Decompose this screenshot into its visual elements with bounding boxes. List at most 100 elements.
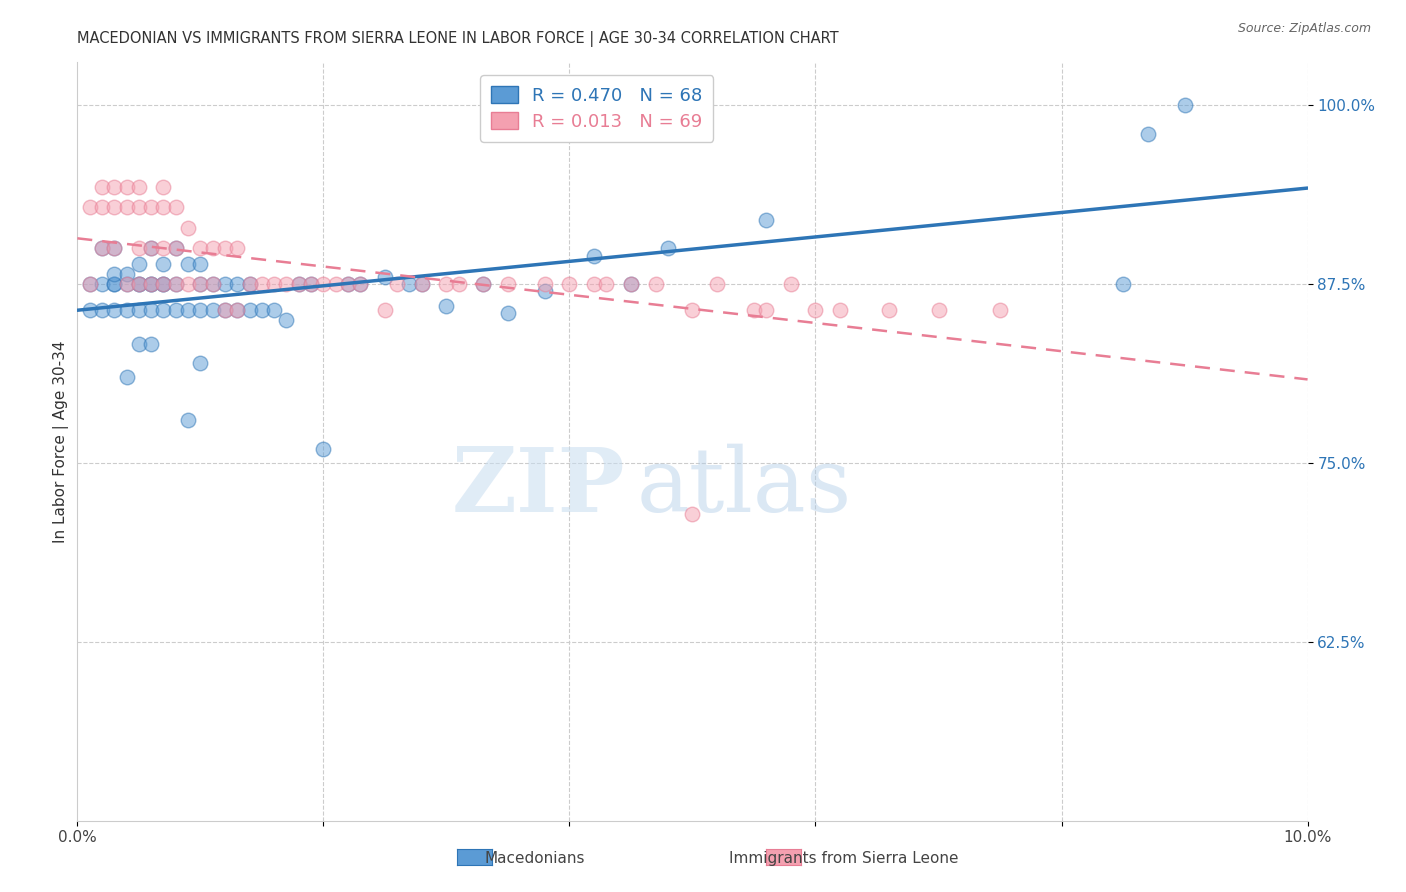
Point bbox=[201, 277, 224, 292]
Point bbox=[349, 277, 371, 292]
Text: MACEDONIAN VS IMMIGRANTS FROM SIERRA LEONE IN LABOR FORCE | AGE 30-34 CORRELATIO: MACEDONIAN VS IMMIGRANTS FROM SIERRA LEO… bbox=[77, 31, 839, 47]
Point bbox=[165, 241, 187, 255]
Point bbox=[337, 277, 360, 292]
Point bbox=[534, 285, 557, 299]
Point bbox=[152, 277, 174, 292]
Point bbox=[496, 306, 519, 320]
Point bbox=[201, 241, 224, 255]
Point bbox=[742, 302, 765, 317]
Point bbox=[128, 337, 150, 351]
Point bbox=[141, 277, 163, 292]
Point bbox=[79, 200, 101, 214]
Point bbox=[263, 277, 285, 292]
Point bbox=[90, 180, 114, 194]
Point bbox=[276, 277, 298, 292]
Point bbox=[165, 277, 187, 292]
Point bbox=[879, 302, 901, 317]
Point bbox=[349, 277, 371, 292]
Point bbox=[103, 241, 125, 255]
Point bbox=[288, 277, 311, 292]
Point bbox=[177, 257, 200, 271]
Point bbox=[214, 302, 236, 317]
Point bbox=[90, 241, 114, 255]
Point bbox=[755, 212, 778, 227]
Point bbox=[115, 277, 138, 292]
Y-axis label: In Labor Force | Age 30-34: In Labor Force | Age 30-34 bbox=[53, 340, 69, 543]
Point bbox=[337, 277, 360, 292]
Point bbox=[620, 277, 643, 292]
Point bbox=[288, 277, 311, 292]
Point bbox=[595, 277, 617, 292]
Point bbox=[152, 302, 174, 317]
Point bbox=[804, 302, 827, 317]
Point bbox=[79, 277, 101, 292]
Point bbox=[188, 356, 212, 370]
Point bbox=[128, 241, 150, 255]
Point bbox=[436, 299, 458, 313]
Point bbox=[79, 277, 101, 292]
Point bbox=[374, 270, 396, 285]
Point bbox=[177, 413, 200, 427]
Legend: R = 0.470   N = 68, R = 0.013   N = 69: R = 0.470 N = 68, R = 0.013 N = 69 bbox=[479, 75, 713, 142]
Point bbox=[90, 302, 114, 317]
Point bbox=[706, 277, 728, 292]
Point bbox=[152, 277, 174, 292]
Point bbox=[374, 302, 396, 317]
Point bbox=[115, 180, 138, 194]
Point bbox=[239, 277, 262, 292]
Text: Source: ZipAtlas.com: Source: ZipAtlas.com bbox=[1237, 22, 1371, 36]
Point bbox=[128, 257, 150, 271]
Point bbox=[1174, 98, 1197, 112]
Point bbox=[226, 302, 249, 317]
Point bbox=[103, 200, 125, 214]
Point bbox=[583, 277, 606, 292]
Point bbox=[90, 277, 114, 292]
Point bbox=[128, 277, 150, 292]
Point bbox=[644, 277, 666, 292]
Point bbox=[188, 302, 212, 317]
Point bbox=[141, 277, 163, 292]
Point bbox=[188, 241, 212, 255]
Point bbox=[263, 302, 285, 317]
Point bbox=[214, 302, 236, 317]
Point bbox=[385, 277, 409, 292]
Point bbox=[115, 200, 138, 214]
Point bbox=[682, 508, 704, 522]
Point bbox=[201, 302, 224, 317]
Point bbox=[115, 370, 138, 384]
Point bbox=[115, 277, 138, 292]
Point bbox=[103, 180, 125, 194]
Point bbox=[188, 277, 212, 292]
Point bbox=[496, 277, 519, 292]
Point bbox=[103, 277, 125, 292]
Point bbox=[534, 277, 557, 292]
Point bbox=[411, 277, 433, 292]
Point bbox=[177, 277, 200, 292]
Point bbox=[226, 241, 249, 255]
Point bbox=[79, 302, 101, 317]
Text: atlas: atlas bbox=[637, 443, 852, 531]
Point bbox=[103, 267, 125, 281]
Point bbox=[830, 302, 852, 317]
Point bbox=[188, 277, 212, 292]
Point bbox=[103, 241, 125, 255]
Point bbox=[276, 313, 298, 327]
Point bbox=[141, 241, 163, 255]
Point bbox=[115, 267, 138, 281]
Text: Macedonians: Macedonians bbox=[484, 851, 585, 865]
Point bbox=[299, 277, 322, 292]
Point bbox=[1136, 127, 1159, 141]
Point bbox=[755, 302, 778, 317]
Point bbox=[165, 277, 187, 292]
Point bbox=[201, 277, 224, 292]
Point bbox=[188, 257, 212, 271]
Point bbox=[152, 180, 174, 194]
Point bbox=[165, 241, 187, 255]
Point bbox=[128, 277, 150, 292]
Point bbox=[312, 442, 335, 456]
Point bbox=[299, 277, 322, 292]
Point bbox=[177, 302, 200, 317]
Point bbox=[152, 257, 174, 271]
Point bbox=[141, 241, 163, 255]
Point bbox=[128, 180, 150, 194]
